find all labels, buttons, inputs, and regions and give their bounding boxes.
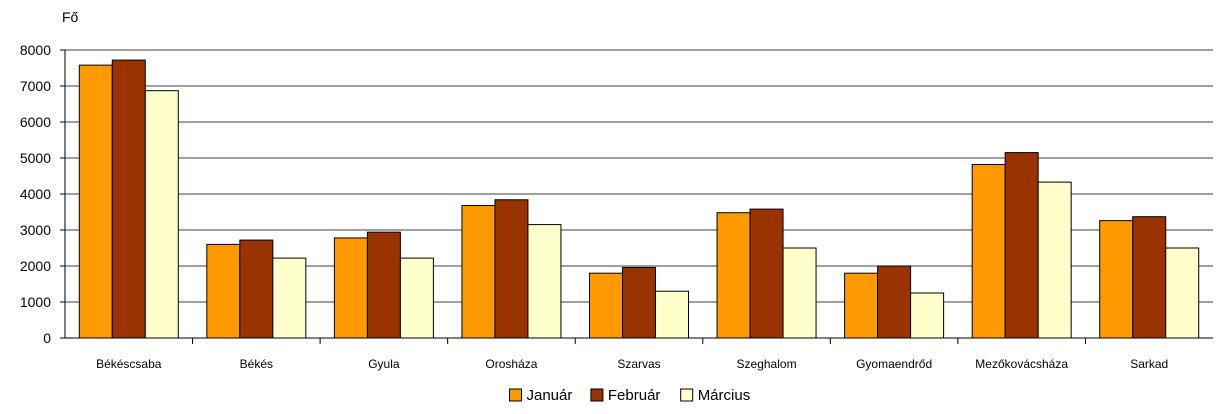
bar <box>333 237 368 339</box>
bar <box>716 212 751 339</box>
bar <box>239 239 274 339</box>
y-tick-label: 0 <box>43 330 51 346</box>
bar <box>1037 181 1072 339</box>
bars <box>78 59 1200 339</box>
bar <box>399 257 434 339</box>
x-tick-label: Szarvas <box>617 357 660 371</box>
bar <box>527 224 562 339</box>
x-tick-label: Gyula <box>368 357 400 371</box>
x-tick-label: Mezőkovácsháza <box>975 357 1068 371</box>
y-tick-label: 7000 <box>20 78 51 94</box>
x-tick-label: Békéscsaba <box>96 357 162 371</box>
bar <box>494 199 529 339</box>
bar <box>589 272 623 339</box>
y-tick-label: 4000 <box>20 186 51 202</box>
bar <box>111 59 146 339</box>
bar <box>844 272 879 339</box>
legend-swatch <box>590 388 604 402</box>
bar <box>1132 216 1167 339</box>
y-tick-label: 6000 <box>20 114 51 130</box>
x-tick-label: Békés <box>240 357 273 371</box>
legend-label: Január <box>527 387 573 404</box>
bar <box>782 247 817 339</box>
bar <box>749 208 784 339</box>
y-tick-label: 3000 <box>20 222 51 238</box>
bar <box>1099 220 1134 339</box>
x-tick-label: Orosháza <box>485 357 537 371</box>
bar <box>461 205 496 339</box>
y-axis-label: Fő <box>62 9 79 25</box>
bar <box>1165 247 1200 339</box>
bar <box>971 163 1006 339</box>
y-tick-label: 5000 <box>20 150 51 166</box>
legend-label: Február <box>608 387 661 404</box>
x-axis-ticks: Békéscsaba Békés Gyula Orosháza Szarvas Szegh… <box>96 338 1168 371</box>
bar <box>1004 152 1039 339</box>
axes <box>64 50 1213 339</box>
y-tick-label: 1000 <box>20 294 51 310</box>
legend-swatch <box>680 388 694 402</box>
y-tick-label: 2000 <box>20 258 51 274</box>
bar <box>877 265 912 339</box>
y-axis-ticks: 0 1000 2000 3000 4000 5000 6000 7000 8000 <box>20 42 65 346</box>
bar <box>655 290 689 339</box>
bar <box>144 90 179 339</box>
legend: Január Február Március <box>509 387 751 404</box>
bar <box>622 266 656 339</box>
bar <box>206 243 241 339</box>
bar <box>366 231 401 339</box>
bar <box>272 257 307 339</box>
legend-label: Március <box>698 387 751 404</box>
x-tick-label: Sarkad <box>1130 357 1168 371</box>
y-tick-label: 8000 <box>20 42 51 58</box>
legend-swatch <box>509 388 522 402</box>
x-tick-label: Szeghalom <box>737 357 797 371</box>
bar <box>78 64 113 339</box>
x-tick-label: Gyomaendrőd <box>856 357 932 371</box>
bar <box>910 292 945 339</box>
